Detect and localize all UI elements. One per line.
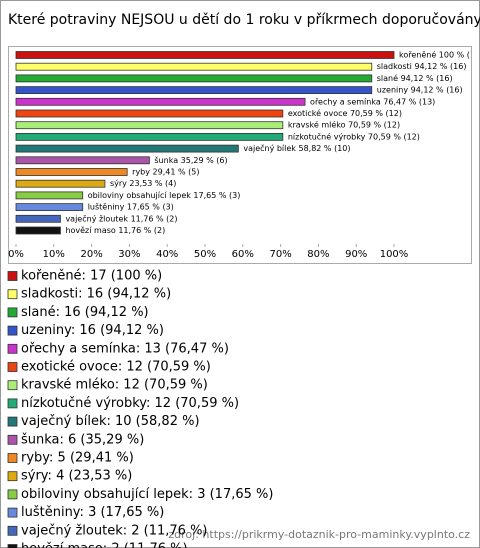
x-tick-label: 30% xyxy=(118,249,140,260)
legend-swatch xyxy=(7,289,18,300)
source: zdroj: https://prikrmy-dotaznik-pro-mami… xyxy=(168,528,470,541)
bar xyxy=(15,121,284,130)
bar xyxy=(15,214,61,223)
legend-swatch xyxy=(7,325,18,336)
x-tick-label: 70% xyxy=(269,249,291,260)
legend-label: šunka: 6 (35,29 %) xyxy=(21,432,144,447)
bar xyxy=(15,132,284,141)
legend-label: kravské mléko: 12 (70,59 %) xyxy=(21,378,208,393)
bar xyxy=(15,86,373,94)
bar xyxy=(15,226,61,235)
bar xyxy=(15,109,284,118)
x-tick-label: 0% xyxy=(8,249,24,260)
legend-label: kořeněné: 17 (100 %) xyxy=(21,269,162,284)
legend-swatch xyxy=(7,380,18,391)
bar xyxy=(15,203,84,212)
x-tick-label: 90% xyxy=(345,249,367,260)
bar xyxy=(15,74,373,83)
legend-swatch xyxy=(7,453,18,463)
x-tick-label: 100% xyxy=(380,249,409,260)
legend-label: obiloviny obsahující lepek: 3 (17,65 %) xyxy=(21,487,273,502)
chart-title: Které potraviny NEJSOU u dětí do 1 roku … xyxy=(8,12,480,28)
legend-swatch xyxy=(7,343,18,354)
legend-label: vaječný bílek: 10 (58,82 %) xyxy=(21,414,200,429)
legend-label: sladkosti: 16 (94,12 %) xyxy=(21,287,171,302)
data-label: sladkosti 94,12 % (16) xyxy=(377,62,467,71)
data-label: ryby 29,41 % (5) xyxy=(132,168,199,177)
data-label: ořechy a semínka 76,47 % (13) xyxy=(310,97,435,106)
legend-label: slané: 16 (94,12 %) xyxy=(21,305,149,320)
legend-swatch xyxy=(7,525,18,536)
legend-swatch xyxy=(7,544,18,548)
legend-swatch xyxy=(7,398,18,409)
legend-swatch xyxy=(7,416,18,427)
bar xyxy=(15,144,239,153)
legend-swatch xyxy=(7,307,18,318)
data-label: exotické ovoce 70,59 % (12) xyxy=(288,108,402,118)
legend-swatch xyxy=(7,434,18,445)
legend-swatch xyxy=(7,271,18,281)
data-label: kravské mléko 70,59 % (12) xyxy=(288,120,400,130)
data-label: kořeněné 100 % (17) xyxy=(399,50,480,60)
data-label: sýry 23,53 % (4) xyxy=(110,179,176,188)
bar xyxy=(15,191,84,200)
legend-label: hovězí maso: 2 (11,76 %) xyxy=(21,542,188,548)
data-label: obiloviny obsahující lepek 17,65 % (3) xyxy=(88,191,241,200)
x-tick-label: 20% xyxy=(80,249,102,260)
data-label: vaječný žloutek 11,76 % (2) xyxy=(65,213,177,223)
plot: kořeněné 100 % (17) sladkosti 94,12 % (16… xyxy=(15,50,480,235)
legend-swatch xyxy=(7,362,18,372)
legend-swatch xyxy=(7,507,18,518)
legend-label: sýry: 4 (23,53 %) xyxy=(21,469,132,484)
bar xyxy=(15,62,373,71)
legend-label: luštěniny: 3 (17,65 %) xyxy=(21,505,164,520)
data-label: vaječný bílek 58,82 % (10) xyxy=(243,143,350,153)
legend-label: ryby: 5 (29,41 %) xyxy=(21,451,134,466)
bar xyxy=(15,97,306,106)
legend-swatch xyxy=(7,471,18,482)
bar xyxy=(15,168,128,176)
legend-label: exotické ovoce: 12 (70,59 %) xyxy=(21,360,211,375)
legend-label: vaječný žloutek: 2 (11,76 %) xyxy=(21,523,208,538)
bar xyxy=(15,156,150,165)
x-tick-label: 40% xyxy=(156,249,178,260)
legend-label: ořechy a semínka: 13 (76,47 %) xyxy=(21,341,229,356)
plot-area xyxy=(8,46,472,264)
x-tick-label: 10% xyxy=(43,249,65,260)
bar xyxy=(15,51,395,59)
data-label: nízkotučné výrobky 70,59 % (12) xyxy=(288,131,420,141)
data-label: slané 94,12 % (16) xyxy=(377,73,453,83)
legend-label: uzeniny: 16 (94,12 %) xyxy=(21,323,164,338)
x-tick-label: 50% xyxy=(194,249,216,260)
legend-label: nízkotučné výrobky: 12 (70,59 %) xyxy=(21,396,239,411)
x-tick-label: 60% xyxy=(232,249,254,260)
data-label: luštěniny 17,65 % (3) xyxy=(88,202,174,212)
data-label: hovězí maso 11,76 % (2) xyxy=(65,226,165,235)
data-label: uzeniny 94,12 % (16) xyxy=(377,86,463,95)
bar xyxy=(15,179,106,188)
x-tick-label: 80% xyxy=(307,249,329,260)
legend-swatch xyxy=(7,489,18,500)
data-label: šunka 35,29 % (6) xyxy=(154,155,227,165)
